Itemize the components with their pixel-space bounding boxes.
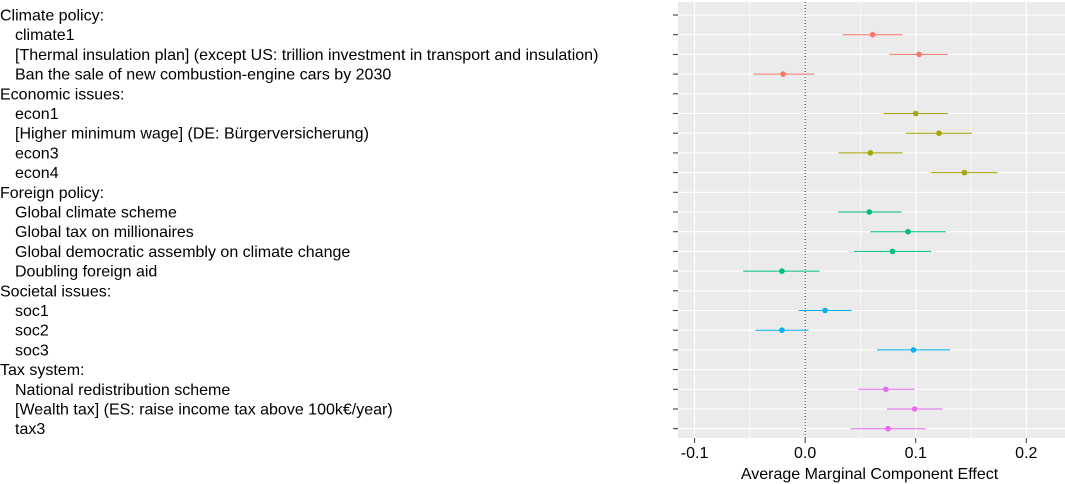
group-header-label: Tax system:	[0, 362, 84, 379]
estimate-point	[822, 307, 828, 314]
estimate-point	[867, 150, 874, 156]
group-header-label: Societal issues:	[0, 283, 111, 300]
row-label: [Thermal insulation plan] (except US: tr…	[15, 47, 598, 64]
row-label: [Wealth tax] (ES: raise income tax above…	[15, 402, 393, 419]
row-label: econ3	[15, 145, 59, 162]
estimate-point	[889, 248, 896, 255]
group-header-label: Climate policy:	[0, 8, 104, 25]
row-labels: Climate policy: climate1 [Thermal insulati…	[0, 8, 598, 439]
estimate-point	[779, 268, 785, 274]
estimate-point	[869, 31, 876, 38]
row-label: Ban the sale of new combustion-engine ca…	[15, 67, 391, 84]
row-label: climate1	[15, 27, 75, 44]
row-label: Global climate scheme	[15, 205, 177, 222]
estimate-point	[885, 425, 891, 432]
estimate-point	[780, 71, 786, 77]
x-axis: -0.1 0.0 0.1 0.2	[681, 438, 1038, 462]
x-tick-label: 0.1	[905, 445, 927, 462]
row-label: econ4	[15, 165, 59, 182]
row-label: soc2	[15, 323, 49, 340]
row-label: tax3	[15, 421, 45, 438]
estimate-point	[916, 51, 922, 58]
estimate-point	[866, 209, 873, 215]
row-label: Global tax on millionaires	[15, 224, 194, 241]
row-label: econ1	[15, 106, 59, 123]
x-tick-label: 0.0	[794, 445, 816, 462]
row-label: soc1	[15, 303, 49, 320]
row-label: [Higher minimum wage] (DE: Bürgerversich…	[15, 126, 369, 143]
estimate-point	[961, 169, 968, 176]
row-label: Global democratic assembly on climate ch…	[15, 244, 350, 261]
row-tick-marks	[673, 14, 678, 430]
estimate-point	[911, 406, 918, 412]
group-header-label: Foreign policy:	[0, 185, 104, 202]
x-tick-label: 0.2	[1015, 445, 1037, 462]
row-label: National redistribution scheme	[15, 382, 230, 399]
row-label: soc3	[15, 342, 49, 359]
x-tick-label: -0.1	[681, 445, 709, 462]
x-axis-title: Average Marginal Component Effect	[741, 466, 999, 483]
estimate-point	[883, 386, 889, 393]
estimate-point	[912, 110, 919, 117]
row-label: Doubling foreign aid	[15, 264, 157, 281]
estimate-point	[936, 130, 942, 136]
plot-panel	[678, 2, 1065, 438]
estimate-point	[905, 228, 911, 235]
group-header-label: Economic issues:	[0, 86, 125, 103]
estimate-point	[910, 347, 917, 353]
estimate-point	[779, 327, 785, 334]
estimate-marks	[743, 31, 998, 432]
